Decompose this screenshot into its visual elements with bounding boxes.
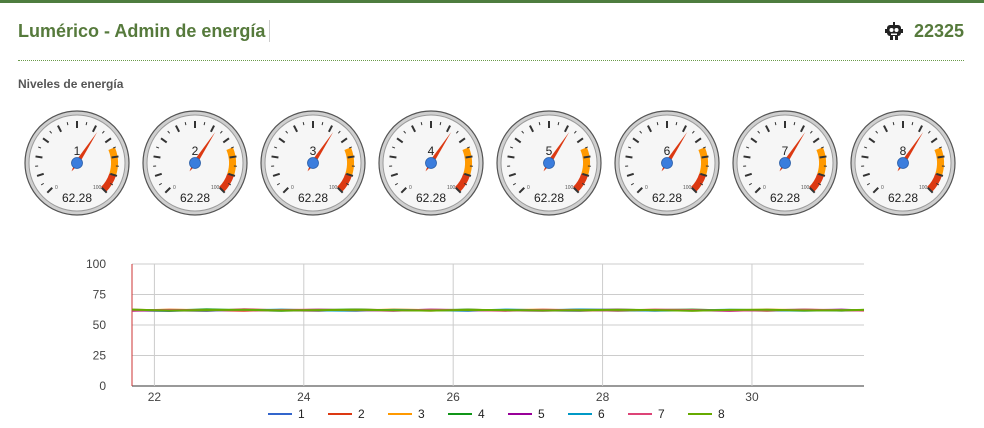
- energy-line-chart: 0 25 50 75 100 22 24 26 28 30 1 2 3 4 5 6 7 8: [86, 257, 865, 421]
- x-tick-label: 22: [148, 390, 162, 404]
- robot-icon: [884, 22, 903, 40]
- gauge-label: 5: [546, 144, 553, 158]
- gauge-max-label: 100: [211, 185, 220, 191]
- gauge-min-label: 0: [645, 185, 648, 191]
- legend-label: 6: [598, 407, 605, 421]
- gauge-3: 0 100 3 62.28: [260, 110, 366, 216]
- gauge-max-label: 100: [565, 185, 574, 191]
- gauge-label: 1: [74, 144, 81, 158]
- gauge-min-label: 0: [527, 185, 530, 191]
- gauge-value: 62.28: [534, 191, 564, 205]
- gauge-hub: [779, 157, 791, 169]
- top-accent-bar: [0, 0, 984, 3]
- gauge-min-label: 0: [763, 185, 766, 191]
- gauge-min-label: 0: [55, 185, 58, 191]
- gauge-hub: [71, 157, 83, 169]
- gauge-max-label: 100: [329, 185, 338, 191]
- gauge-label: 8: [900, 144, 907, 158]
- x-tick-label: 30: [745, 390, 759, 404]
- gauge-1: 0 100 1 62.28: [24, 110, 130, 216]
- gauge-6: 0 100 6 62.28: [614, 110, 720, 216]
- x-tick-label: 26: [447, 390, 461, 404]
- y-tick-label: 75: [93, 288, 107, 302]
- gauge-value: 62.28: [888, 191, 918, 205]
- gauge-hub: [307, 157, 319, 169]
- gauge-min-label: 0: [173, 185, 176, 191]
- gauge-label: 2: [192, 144, 199, 158]
- legend-label: 1: [298, 407, 305, 421]
- gauge-label: 7: [782, 144, 789, 158]
- x-tick-label: 24: [297, 390, 311, 404]
- y-tick-label: 50: [93, 318, 107, 332]
- gauge-label: 6: [664, 144, 671, 158]
- gauge-label: 3: [310, 144, 317, 158]
- gauge-value: 62.28: [770, 191, 800, 205]
- gauge-2: 0 100 2 62.28: [142, 110, 248, 216]
- page-title: Lumérico - Admin de energía: [18, 20, 271, 42]
- gauge-max-label: 100: [683, 185, 692, 191]
- gauge-max-label: 100: [93, 185, 102, 191]
- gauge-min-label: 0: [291, 185, 294, 191]
- gauge-hub: [897, 157, 909, 169]
- counter-value: 22325: [913, 20, 964, 41]
- gauge-7: 0 100 7 62.28: [732, 110, 838, 216]
- gauge-value: 62.28: [62, 191, 92, 205]
- gauges-row: 0 100 1 62.28 0 100 2 62.28 0 100 3 62.28 0 100 4 62.28…: [18, 108, 968, 216]
- gauge-8: 0 100 8 62.28: [850, 110, 956, 216]
- x-tick-label: 28: [596, 390, 610, 404]
- gauge-hub: [661, 157, 673, 169]
- y-tick-label: 0: [99, 379, 106, 393]
- gauge-max-label: 100: [447, 185, 456, 191]
- y-tick-label: 100: [86, 257, 106, 271]
- gauge-max-label: 100: [801, 185, 810, 191]
- series-line-8: [131, 308, 865, 312]
- legend-label: 7: [658, 407, 665, 421]
- legend-label: 8: [718, 407, 725, 421]
- gauge-value: 62.28: [652, 191, 682, 205]
- page-header: Lumérico - Admin de energía 22325: [18, 14, 964, 46]
- legend-label: 3: [418, 407, 425, 421]
- gauge-hub: [189, 157, 201, 169]
- gauge-5: 0 100 5 62.28: [496, 110, 602, 216]
- section-title: Niveles de energía: [18, 77, 124, 91]
- gauge-hub: [543, 157, 555, 169]
- legend-label: 5: [538, 407, 545, 421]
- divider: [18, 60, 964, 61]
- gauge-max-label: 100: [919, 185, 928, 191]
- gauge-hub: [425, 157, 437, 169]
- legend-label: 2: [358, 407, 365, 421]
- gauge-value: 62.28: [416, 191, 446, 205]
- counter: 22325: [884, 20, 964, 42]
- gauge-min-label: 0: [881, 185, 884, 191]
- gauge-label: 4: [428, 144, 435, 158]
- gauge-4: 0 100 4 62.28: [378, 110, 484, 216]
- gauge-value: 62.28: [180, 191, 210, 205]
- gauge-min-label: 0: [409, 185, 412, 191]
- gauge-value: 62.28: [298, 191, 328, 205]
- y-tick-label: 25: [93, 349, 107, 363]
- legend-label: 4: [478, 407, 485, 421]
